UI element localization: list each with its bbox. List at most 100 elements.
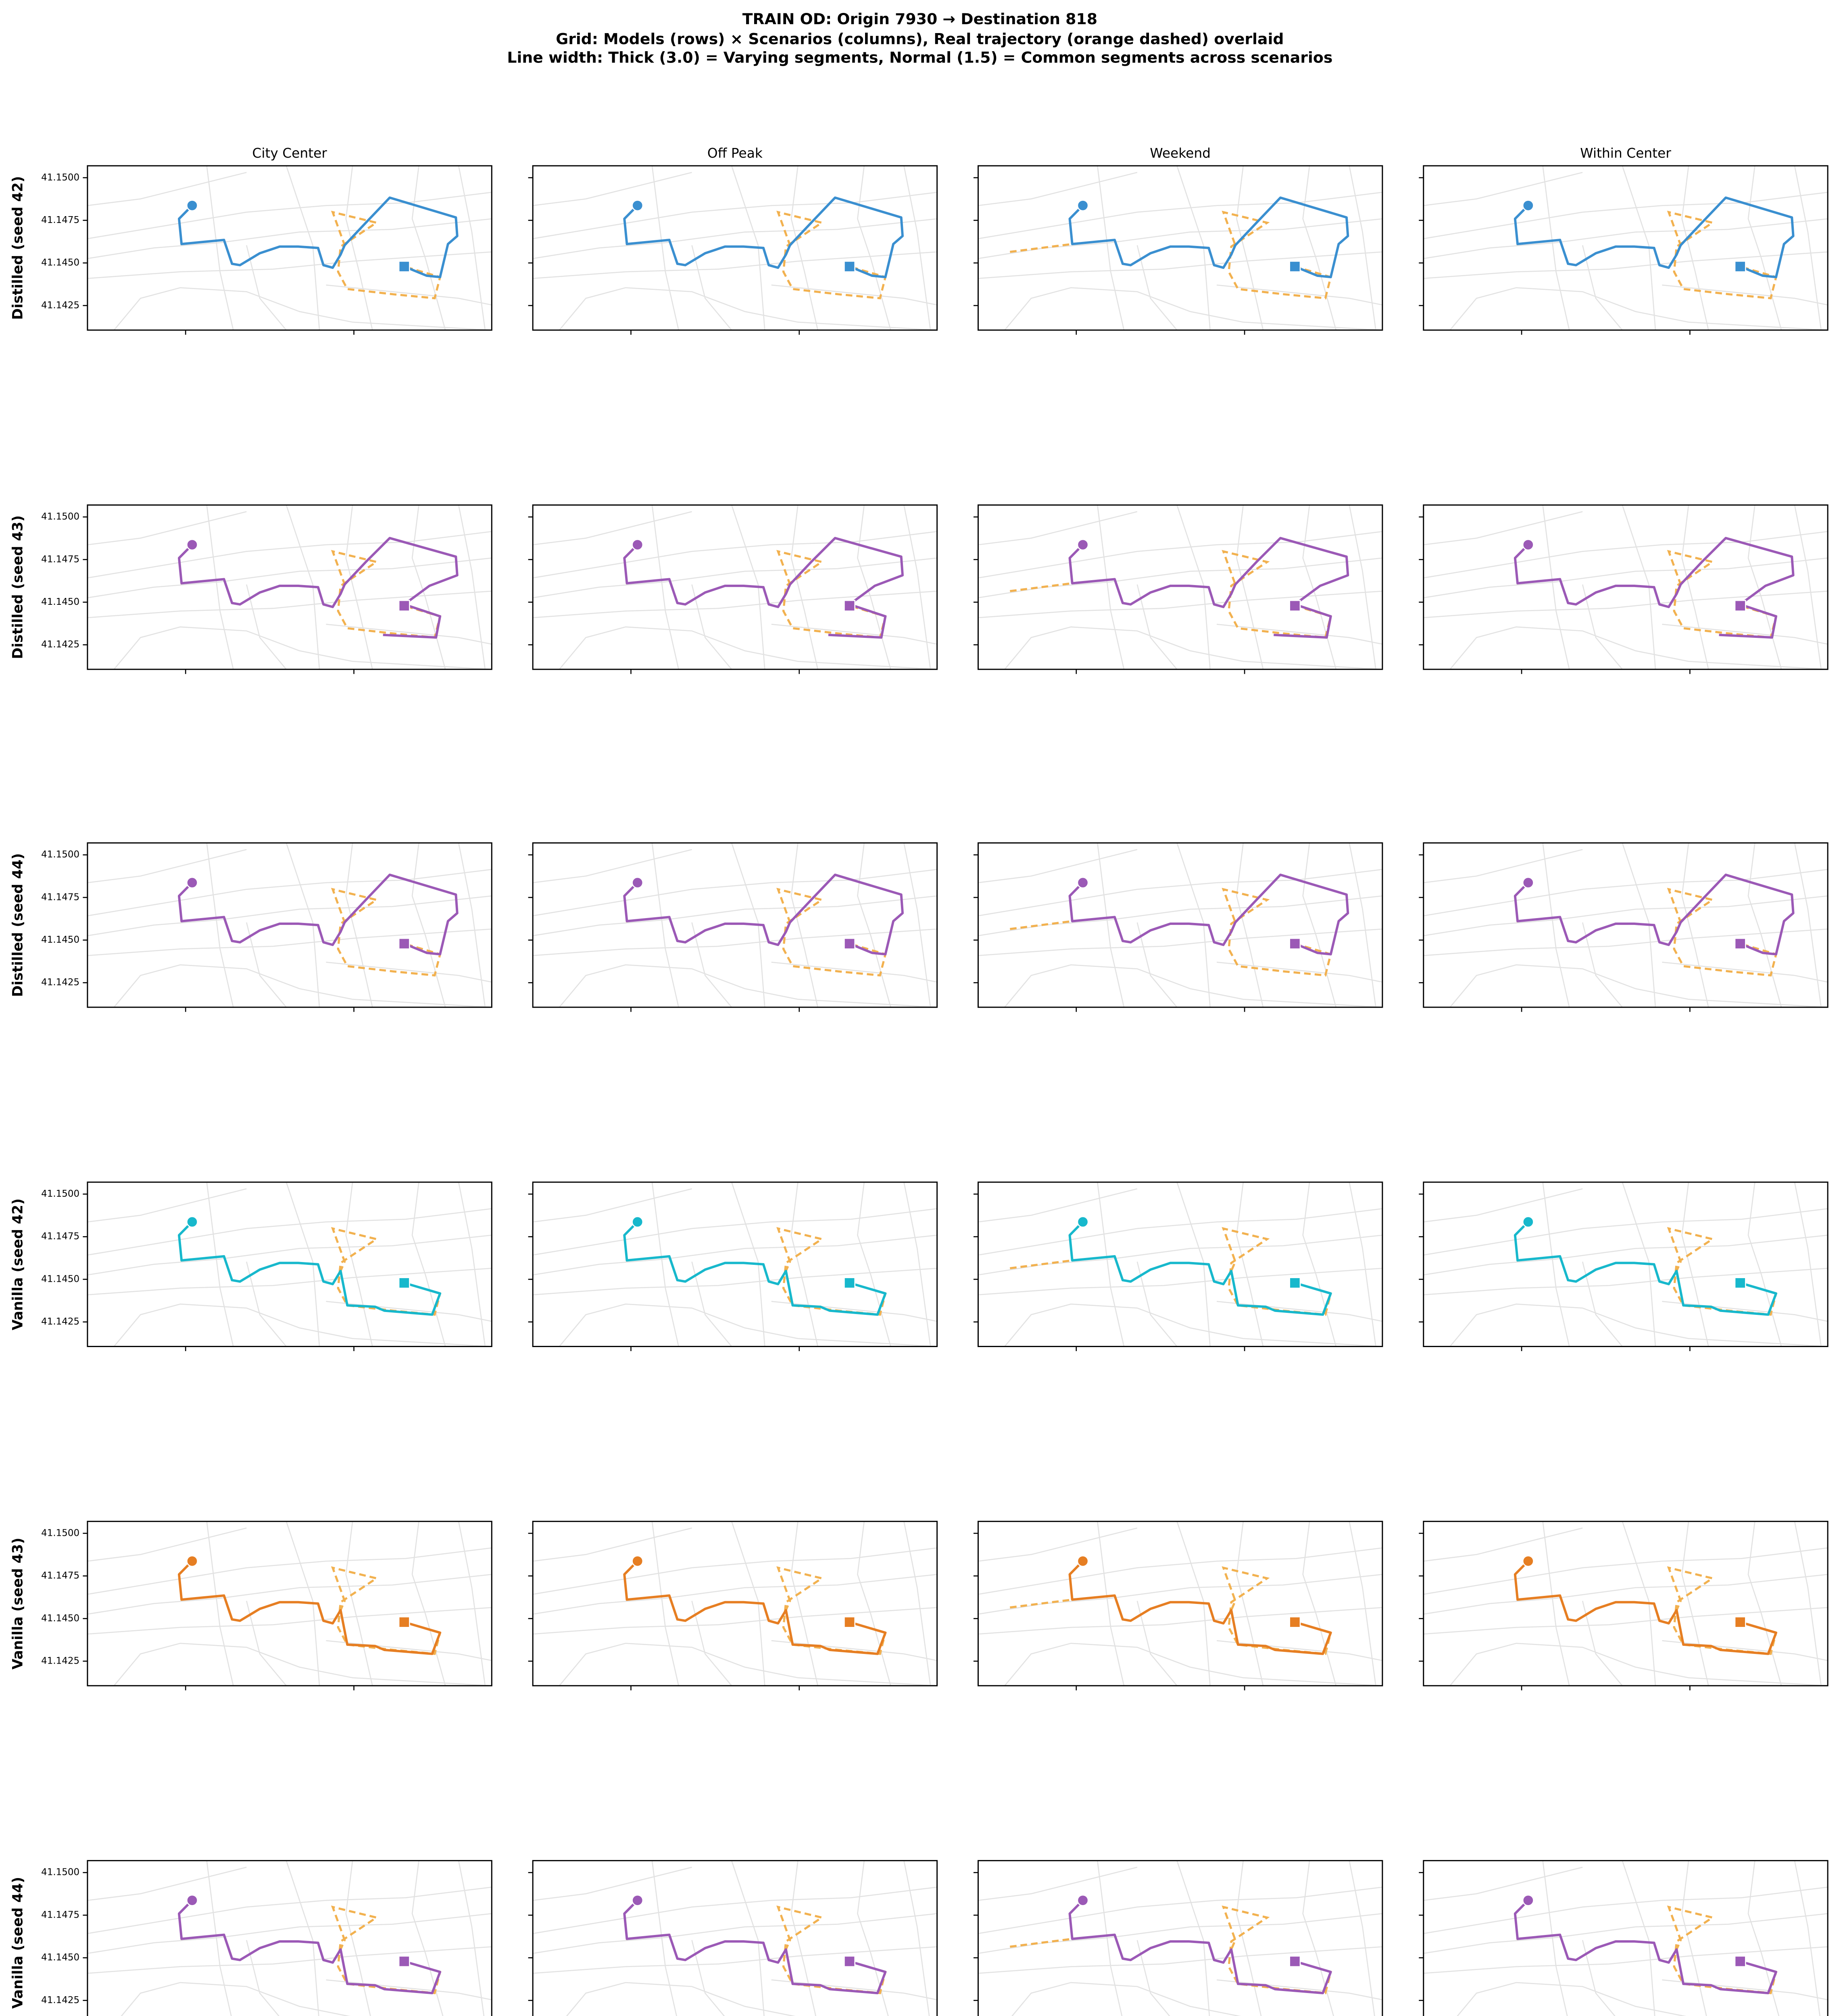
plot-area bbox=[533, 505, 937, 670]
destination-marker bbox=[398, 1277, 410, 1289]
axes-frame bbox=[532, 842, 938, 1008]
axes-frame bbox=[87, 1860, 492, 2016]
road-network bbox=[533, 505, 937, 670]
plot-area bbox=[978, 843, 1382, 1008]
road-network bbox=[1423, 843, 1828, 1008]
plot-area bbox=[533, 1521, 937, 1686]
destination-marker bbox=[398, 260, 410, 273]
y-tick-label: 41.1450 bbox=[41, 597, 79, 607]
subplot: 41.1425 41.1450 41.1475 41.1500 bbox=[41, 1181, 492, 1351]
destination-marker bbox=[1289, 260, 1301, 273]
subplot: −8.62−8.61Lon bbox=[1419, 1860, 1828, 2016]
origin-marker bbox=[1077, 539, 1089, 551]
origin-marker bbox=[1077, 200, 1089, 212]
real-trajectory bbox=[178, 1560, 442, 1655]
predicted-trajectory bbox=[177, 873, 459, 956]
y-tick-label: 41.1500 bbox=[41, 850, 79, 860]
road-network bbox=[87, 505, 492, 670]
road-network bbox=[87, 1521, 492, 1686]
chart-title: TRAIN OD: Origin 7930 → Destination 818 bbox=[742, 10, 1097, 28]
destination-marker bbox=[1734, 1956, 1746, 1967]
axes-frame bbox=[977, 504, 1383, 670]
y-tick-label: 41.1450 bbox=[41, 1274, 79, 1284]
axes-frame bbox=[977, 1520, 1383, 1687]
row-label: Distilled (seed 42) bbox=[10, 176, 26, 320]
real-trajectory bbox=[623, 1560, 887, 1655]
road-network bbox=[978, 166, 1382, 330]
real-trajectory bbox=[178, 1221, 442, 1316]
origin-marker bbox=[1522, 1216, 1534, 1228]
destination-marker bbox=[398, 937, 410, 950]
real-trajectory bbox=[623, 882, 887, 977]
axes-frame bbox=[87, 1181, 492, 1347]
plot-area bbox=[978, 1182, 1382, 1347]
road-network bbox=[1423, 166, 1828, 330]
y-tick-label: 41.1450 bbox=[41, 1952, 79, 1963]
axes-frame bbox=[87, 165, 492, 331]
y-tick-label: 41.1500 bbox=[41, 512, 79, 522]
predicted-trajectory bbox=[623, 1560, 887, 1655]
y-tick-label: 41.1425 bbox=[41, 300, 79, 310]
destination-marker bbox=[1289, 937, 1301, 950]
y-tick-label: 41.1475 bbox=[41, 1570, 79, 1581]
axes-frame bbox=[87, 842, 492, 1008]
column-title: City Center bbox=[252, 145, 327, 161]
chart-subtitle: Grid: Models (rows) × Scenarios (columns… bbox=[556, 30, 1284, 48]
origin-marker bbox=[186, 539, 198, 551]
predicted-trajectory bbox=[623, 196, 904, 279]
axes-frame bbox=[1423, 1860, 1828, 2016]
row-label: Distilled (seed 43) bbox=[10, 515, 26, 659]
road-network bbox=[978, 1521, 1382, 1686]
subplot: City Center 41.1425 41.1450 41.1475 41.1500 bbox=[41, 145, 492, 335]
road-network bbox=[87, 166, 492, 330]
origin-marker bbox=[186, 1555, 198, 1567]
plot-area bbox=[1423, 505, 1828, 670]
origin-marker bbox=[1522, 200, 1534, 212]
axes-frame bbox=[532, 1520, 938, 1687]
y-tick-label: 41.1475 bbox=[41, 1231, 79, 1242]
predicted-trajectory bbox=[1514, 1560, 1777, 1655]
y-tick-label: 41.1425 bbox=[41, 977, 79, 988]
predicted-trajectory bbox=[177, 1560, 442, 1655]
destination-marker bbox=[844, 600, 856, 612]
real-trajectory bbox=[1514, 544, 1778, 639]
subplot: Within Center bbox=[1419, 145, 1828, 335]
real-trajectory bbox=[623, 1899, 887, 1994]
destination-marker bbox=[1289, 600, 1301, 612]
destination-marker bbox=[1734, 600, 1746, 612]
predicted-trajectory bbox=[177, 196, 459, 279]
destination-marker bbox=[1734, 1277, 1746, 1289]
origin-marker bbox=[1077, 1894, 1089, 1906]
road-network bbox=[533, 166, 937, 330]
road-network bbox=[87, 1182, 492, 1347]
subplot bbox=[528, 504, 938, 674]
plot-area bbox=[533, 1182, 937, 1347]
real-trajectory bbox=[178, 882, 442, 977]
subplot bbox=[973, 842, 1383, 1012]
y-tick-label: 41.1450 bbox=[41, 1613, 79, 1624]
y-tick-label: 41.1425 bbox=[41, 1656, 79, 1666]
predicted-trajectory bbox=[623, 1221, 887, 1316]
predicted-trajectory bbox=[1068, 1221, 1332, 1316]
subplot: 41.142541.145041.147541.1500−8.62−8.61Lo… bbox=[41, 1860, 492, 2016]
chart-subtitle: Line width: Thick (3.0) = Varying segmen… bbox=[507, 48, 1332, 66]
axes-frame bbox=[977, 1860, 1383, 2016]
origin-marker bbox=[186, 1216, 198, 1228]
real-trajectory bbox=[1514, 204, 1778, 300]
axes-frame bbox=[87, 1520, 492, 1687]
real-trajectory bbox=[178, 1899, 442, 1994]
origin-marker bbox=[632, 1894, 644, 1906]
y-tick-label: 41.1450 bbox=[41, 935, 79, 945]
origin-marker bbox=[632, 200, 644, 212]
origin-marker bbox=[1522, 1555, 1534, 1567]
plot-area bbox=[978, 1521, 1382, 1686]
axes-frame bbox=[1423, 842, 1828, 1008]
predicted-trajectory bbox=[1068, 196, 1349, 279]
plot-area bbox=[978, 1860, 1382, 2016]
plot-area bbox=[87, 1860, 492, 2016]
plot-area bbox=[87, 1182, 492, 1347]
predicted-trajectory bbox=[1514, 537, 1795, 639]
y-tick-label: 41.1475 bbox=[41, 1910, 79, 1920]
predicted-trajectory bbox=[623, 873, 904, 956]
